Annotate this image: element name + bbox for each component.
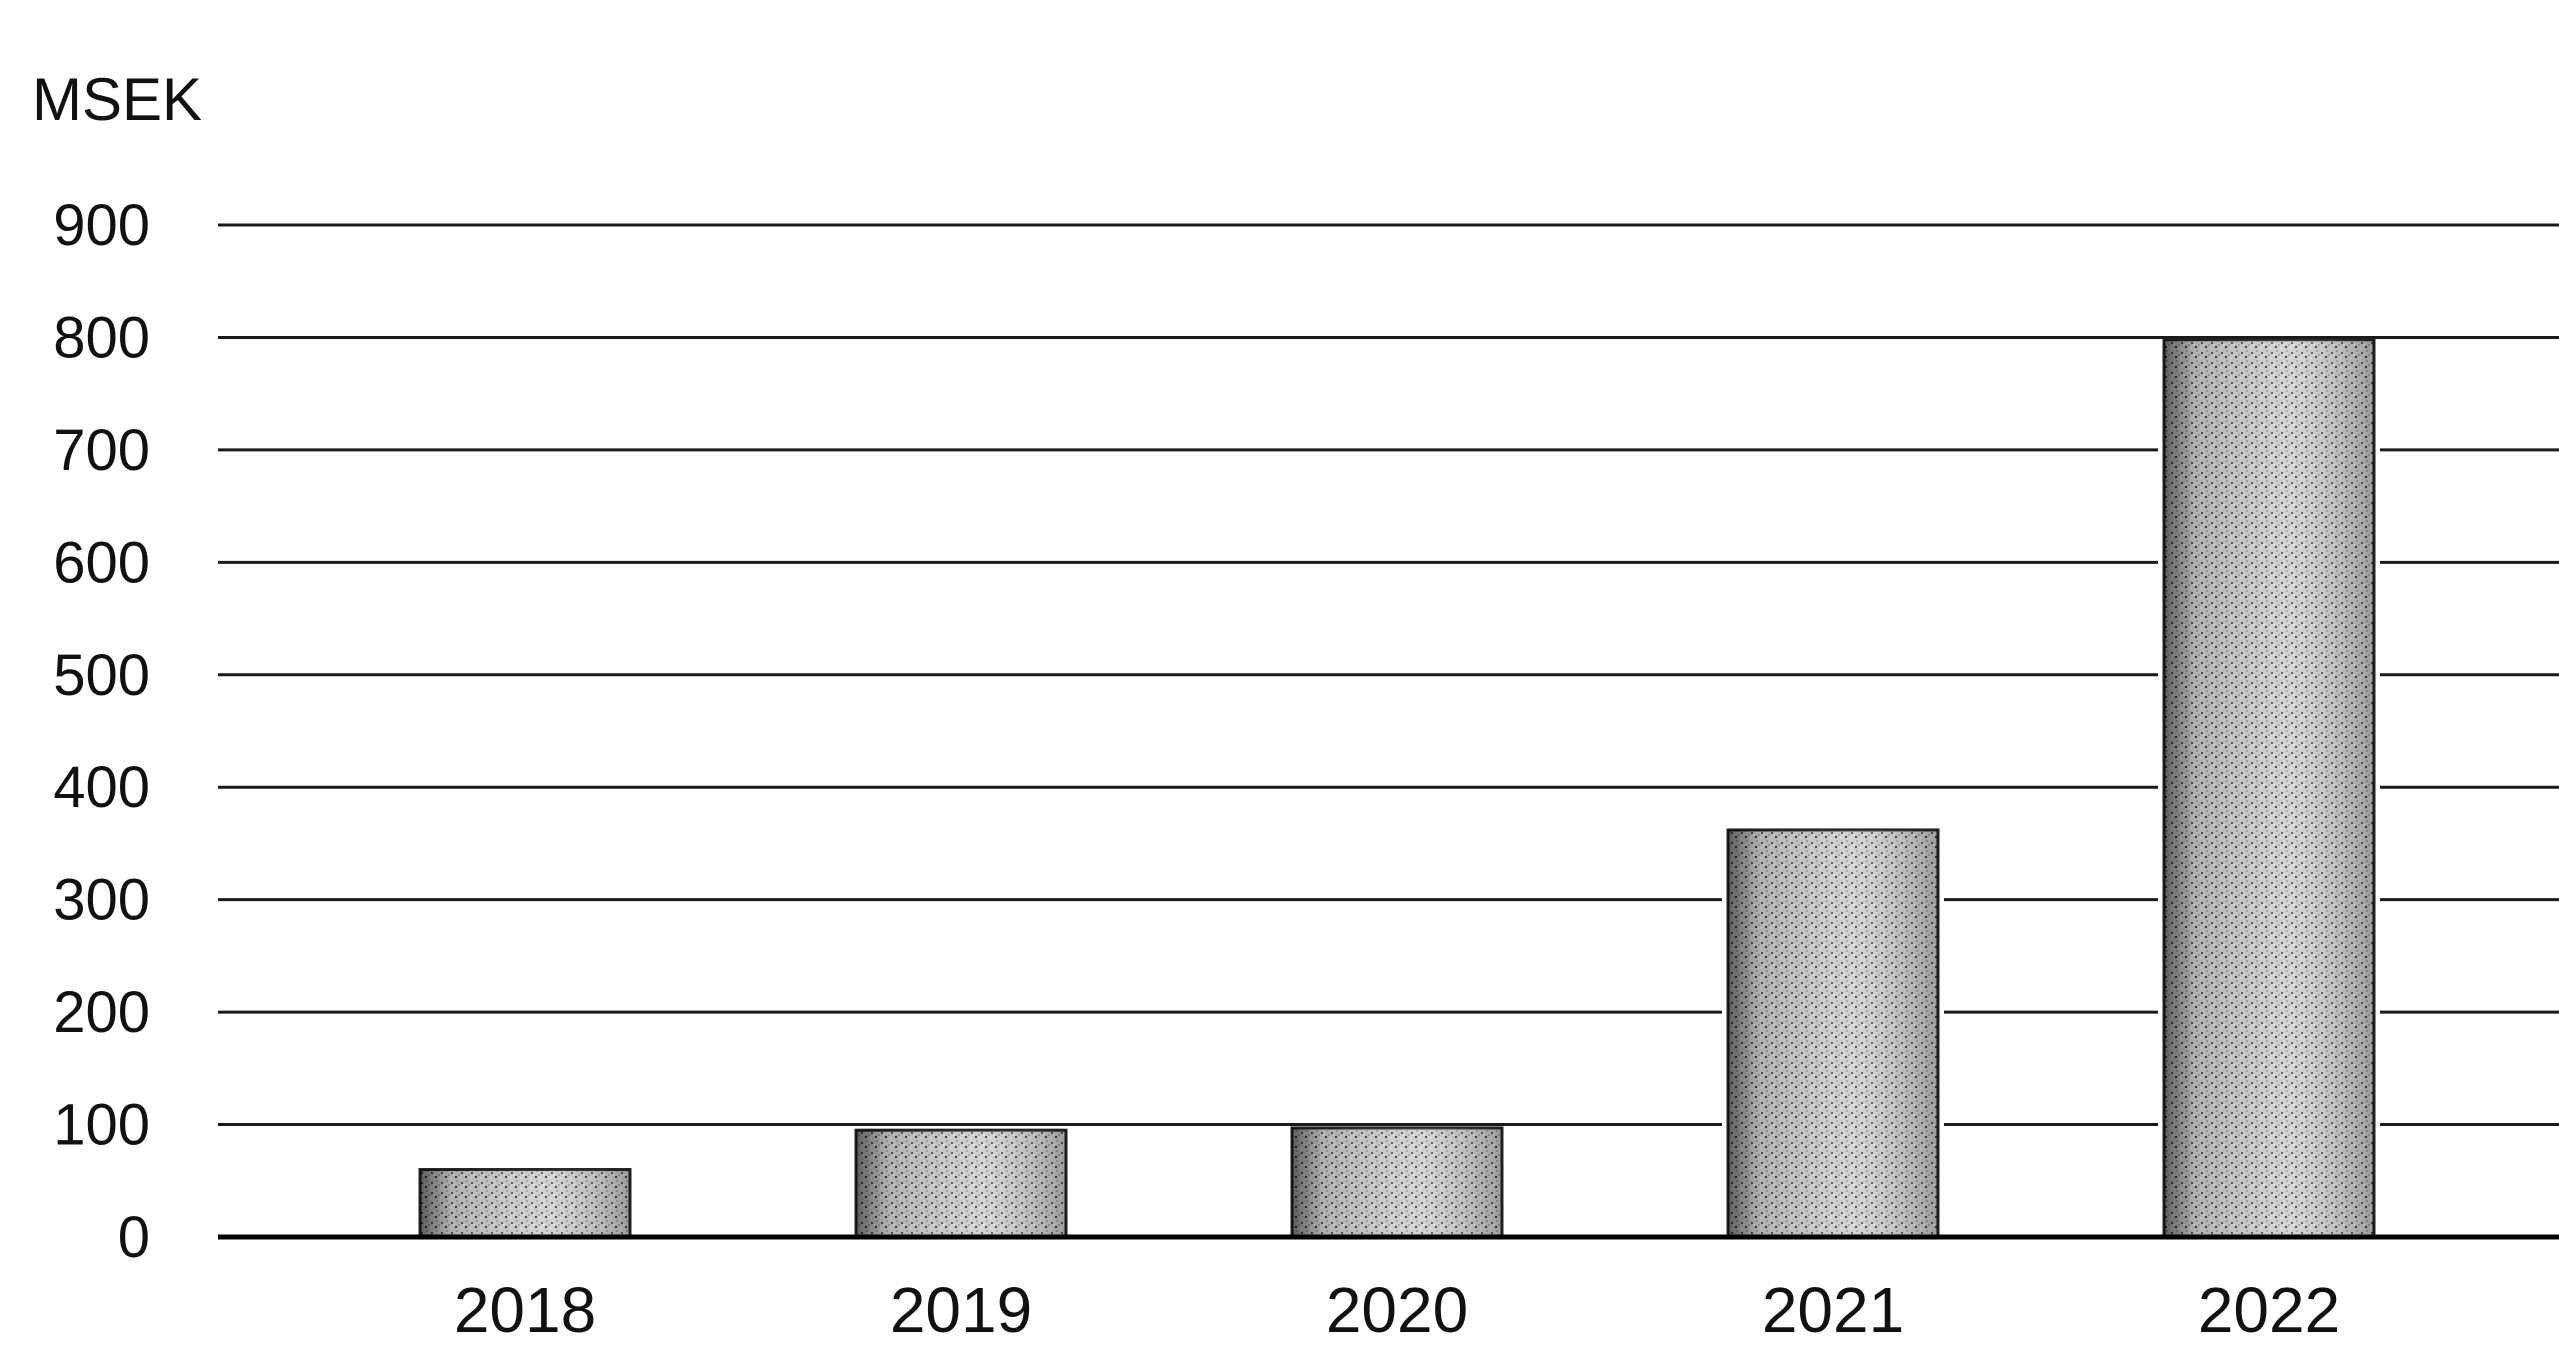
x-tick-label: 2018: [454, 1274, 596, 1345]
y-tick-label: 800: [53, 305, 150, 370]
y-tick-label: 200: [53, 980, 150, 1045]
gridlines: [218, 223, 2559, 1127]
y-tick-label: 500: [53, 643, 150, 708]
y-tick-label: 100: [53, 1093, 150, 1158]
x-tick-label: 2022: [2198, 1274, 2340, 1345]
y-tick-label: 900: [53, 193, 150, 258]
bar-shading: [856, 1130, 1066, 1237]
x-tick-label: 2020: [1326, 1274, 1468, 1345]
bar-2020: [1286, 1126, 1508, 1239]
bar-shading: [2164, 339, 2374, 1237]
y-tick-label: 0: [118, 1205, 150, 1270]
bar-shading: [420, 1169, 630, 1237]
bar-2019: [850, 1128, 1072, 1239]
bar-2022: [2158, 338, 2380, 1239]
y-axis-title: MSEK: [32, 66, 202, 133]
y-tick-label: 300: [53, 868, 150, 933]
y-tick-label: 600: [53, 530, 150, 595]
y-tick-labels: 0 100 200 300 400 500 600 700 800 900: [53, 193, 150, 1270]
x-tick-labels: 2018 2019 2020 2021 2022: [454, 1274, 2340, 1345]
bar-2018: [414, 1168, 636, 1239]
bar-shading: [1292, 1127, 1502, 1237]
y-tick-label: 700: [53, 418, 150, 483]
bars: [414, 338, 2380, 1239]
x-tick-label: 2021: [1762, 1274, 1904, 1345]
bar-shading: [1728, 829, 1938, 1237]
x-tick-label: 2019: [890, 1274, 1032, 1345]
bar-2021: [1722, 828, 1944, 1239]
y-tick-label: 400: [53, 755, 150, 820]
